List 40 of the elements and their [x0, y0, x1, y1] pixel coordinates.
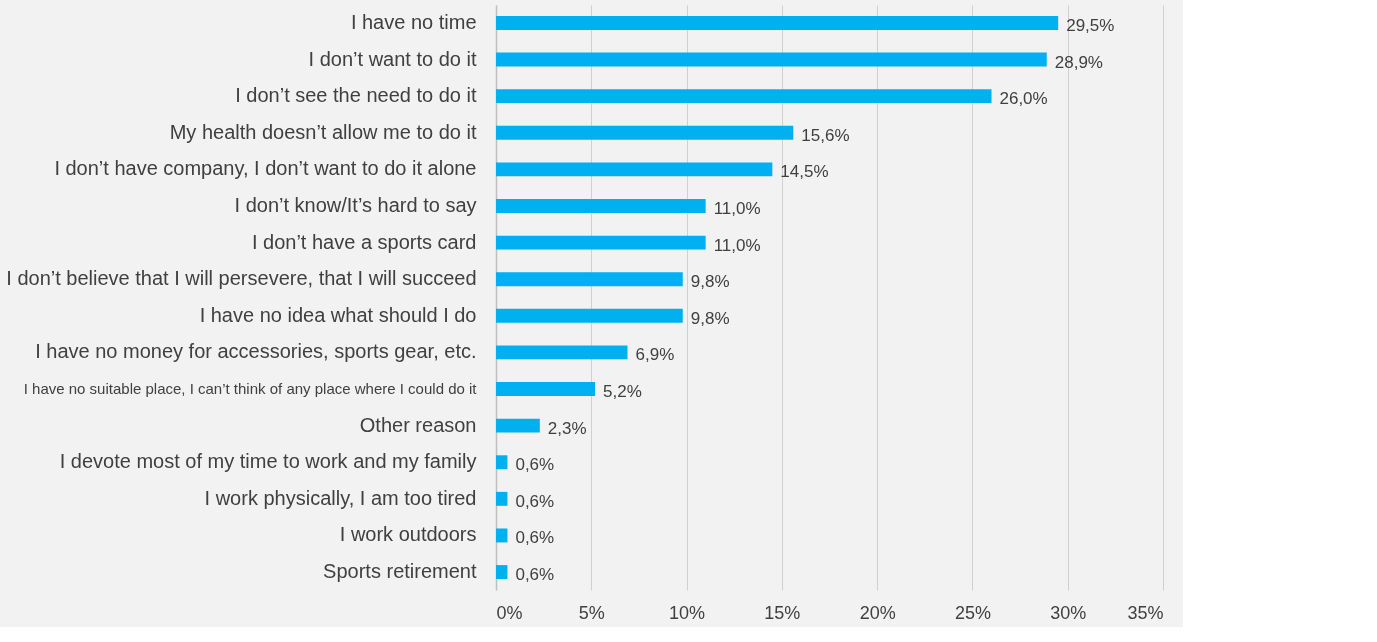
- x-tick-label: 25%: [954, 602, 991, 623]
- data-label: 14,5%: [780, 162, 829, 182]
- y-tick-label: I don’t have company, I don’t want to do it alone: [54, 157, 477, 180]
- y-tick-label: I don’t see the need to do it: [235, 84, 477, 107]
- data-label: 9,8%: [690, 308, 730, 328]
- x-tick-label: 5%: [578, 602, 605, 623]
- data-label: 6,9%: [635, 345, 675, 365]
- x-tick-label: 20%: [859, 602, 896, 623]
- y-tick-label: I have no suitable place, I can’t think of any place where I could do it: [23, 380, 478, 398]
- data-label: 0,6%: [515, 565, 555, 585]
- y-tick-label: My health doesn’t allow me to do it: [169, 120, 477, 143]
- y-tick-label: I work physically, I am too tired: [204, 486, 477, 509]
- y-tick-label: I work outdoors: [339, 523, 477, 546]
- y-tick-label: I don’t have a sports card: [251, 230, 477, 253]
- data-label: 5,2%: [603, 382, 642, 402]
- y-tick-label: I have no money for accessories, sports gear, etc.: [35, 340, 477, 363]
- y-tick-label: I have no idea what should I do: [199, 303, 477, 326]
- y-tick-label: I don’t want to do it: [308, 47, 477, 70]
- x-tick-label: 0%: [496, 602, 523, 623]
- data-label: 2,3%: [547, 418, 587, 438]
- data-label: 0,6%: [515, 491, 555, 511]
- x-tick-label: 10%: [669, 602, 706, 623]
- y-tick-label: Sports retirement: [323, 560, 477, 583]
- x-tick-label: 15%: [764, 602, 801, 623]
- data-label: 0,6%: [515, 455, 555, 475]
- y-tick-label: I devote most of my time to work and my family: [59, 450, 477, 473]
- data-label: 11,0%: [713, 198, 761, 218]
- data-label: 29,5%: [1066, 15, 1115, 35]
- data-label: 9,8%: [690, 272, 730, 292]
- data-label: 26,0%: [999, 89, 1048, 109]
- x-tick-label: 35%: [1127, 602, 1164, 623]
- x-tick-label: 30%: [1050, 602, 1087, 623]
- y-tick-label: Other reason: [359, 413, 477, 436]
- data-label: 0,6%: [515, 528, 555, 548]
- y-tick-label: I have no time: [350, 10, 477, 33]
- data-label: 15,6%: [801, 125, 850, 145]
- y-tick-label: I don’t believe that I will persevere, that I will succeed: [6, 267, 477, 290]
- y-tick-label: I don’t know/It’s hard to say: [234, 193, 477, 216]
- data-label: 11,0%: [713, 235, 761, 255]
- data-label: 28,9%: [1054, 52, 1103, 72]
